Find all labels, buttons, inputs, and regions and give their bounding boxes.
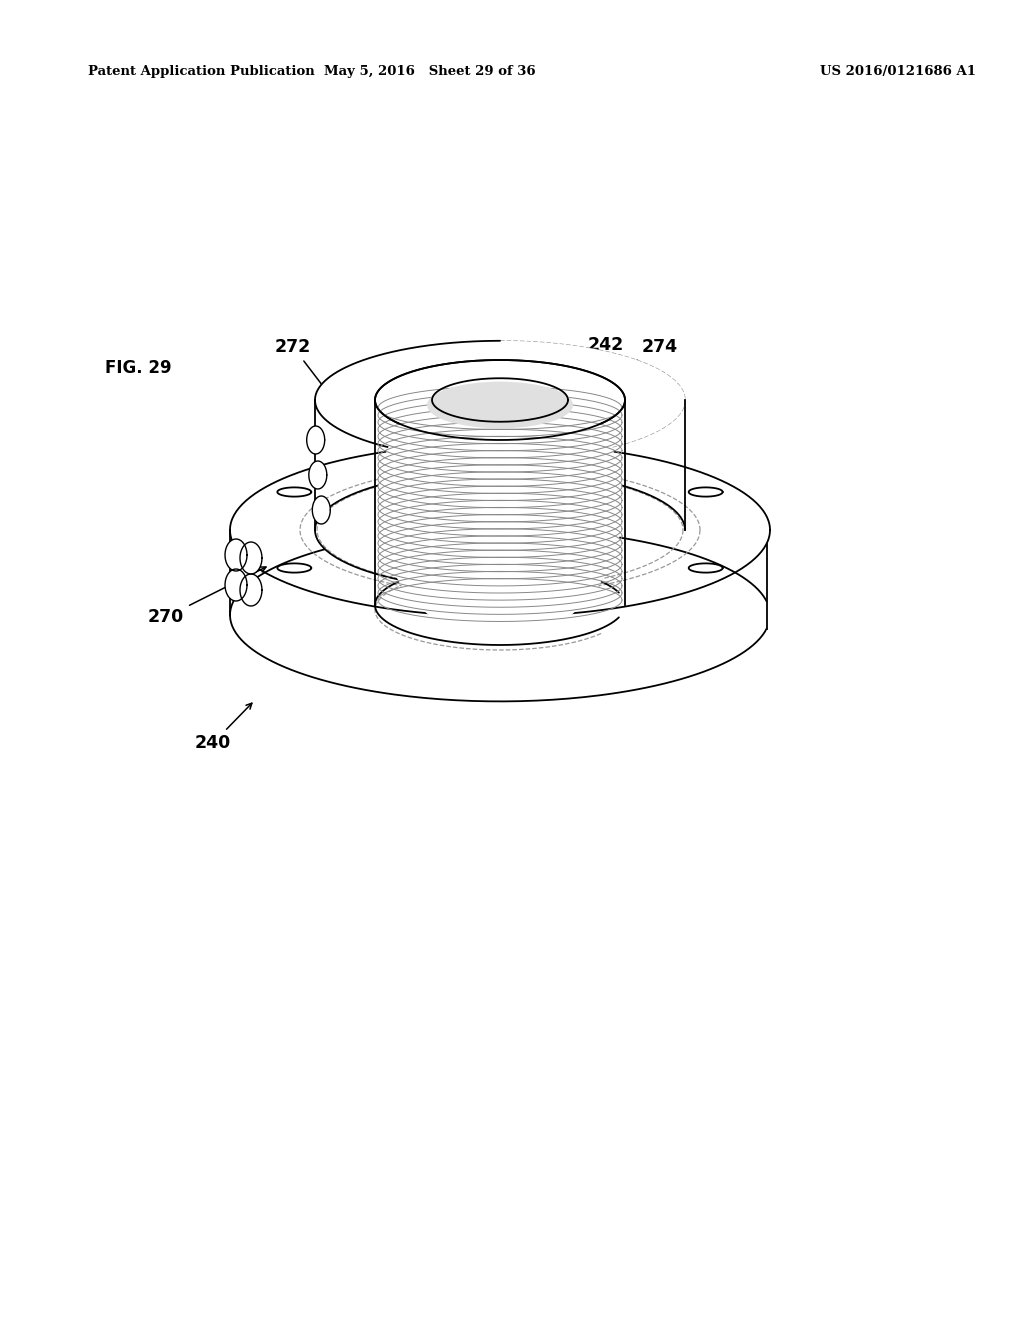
Ellipse shape — [315, 341, 685, 459]
Ellipse shape — [230, 528, 770, 701]
Text: FIG. 29: FIG. 29 — [105, 359, 172, 378]
Text: 270: 270 — [148, 568, 266, 626]
Ellipse shape — [427, 381, 573, 429]
Text: May 5, 2016   Sheet 29 of 36: May 5, 2016 Sheet 29 of 36 — [325, 66, 536, 78]
Text: 274: 274 — [564, 338, 678, 403]
Ellipse shape — [309, 461, 327, 488]
Text: US 2016/0121686 A1: US 2016/0121686 A1 — [820, 66, 976, 78]
Text: 240: 240 — [195, 704, 252, 752]
Ellipse shape — [375, 360, 625, 440]
Text: Patent Application Publication: Patent Application Publication — [88, 66, 314, 78]
Ellipse shape — [307, 426, 325, 454]
Ellipse shape — [312, 496, 331, 524]
Polygon shape — [315, 341, 500, 589]
Ellipse shape — [315, 341, 685, 459]
Text: 242: 242 — [490, 337, 625, 492]
Ellipse shape — [225, 569, 247, 601]
Ellipse shape — [278, 564, 311, 573]
Ellipse shape — [483, 602, 517, 611]
Ellipse shape — [483, 449, 517, 458]
Ellipse shape — [225, 539, 247, 572]
Text: 272: 272 — [275, 338, 352, 425]
Ellipse shape — [230, 444, 770, 616]
Ellipse shape — [377, 368, 623, 640]
Polygon shape — [230, 444, 500, 701]
Ellipse shape — [689, 564, 723, 573]
Ellipse shape — [689, 487, 723, 496]
Ellipse shape — [278, 487, 311, 496]
Ellipse shape — [240, 543, 262, 574]
Ellipse shape — [240, 574, 262, 606]
